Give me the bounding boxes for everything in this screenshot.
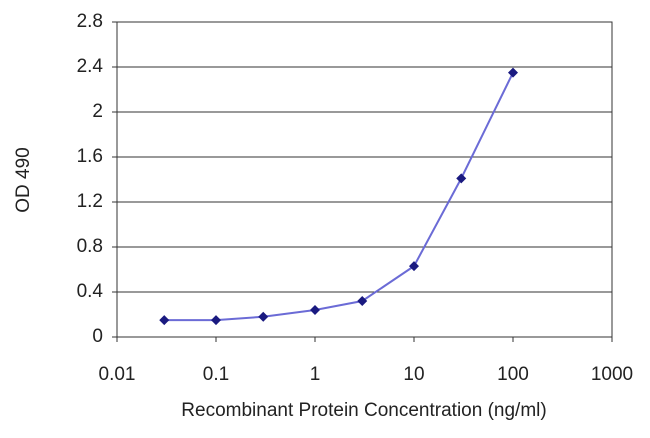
x-tick-label: 0.01	[99, 364, 136, 385]
y-tick-label: 2.4	[77, 56, 104, 77]
y-axis-label: OD 490	[13, 147, 34, 212]
data-line	[164, 72, 514, 322]
x-tick-label: 0.1	[203, 364, 229, 385]
x-tick-label: 10	[403, 364, 424, 385]
x-axis-label: Recombinant Protein Concentration (ng/ml…	[181, 400, 546, 421]
data-point	[211, 315, 221, 326]
data-point	[159, 315, 170, 326]
y-tick-label: 0	[92, 326, 103, 347]
y-tick-label: 0.4	[77, 281, 104, 302]
data-point	[456, 173, 467, 184]
x-tick-label: 1000	[591, 364, 633, 385]
plot-area	[116, 21, 613, 338]
x-tick-label: 100	[497, 364, 529, 385]
y-tick-label: 2	[92, 101, 103, 122]
y-tick-label: 1.2	[77, 191, 103, 212]
x-tick-label: 1	[310, 364, 321, 385]
data-point	[409, 261, 419, 272]
data-point	[310, 305, 320, 315]
y-tick-label: 2.8	[77, 11, 103, 32]
y-tick-label: 0.8	[77, 236, 103, 257]
data-point	[508, 67, 518, 78]
data-point	[357, 296, 368, 306]
data-point	[258, 311, 269, 322]
y-tick-label: 1.6	[77, 146, 103, 167]
